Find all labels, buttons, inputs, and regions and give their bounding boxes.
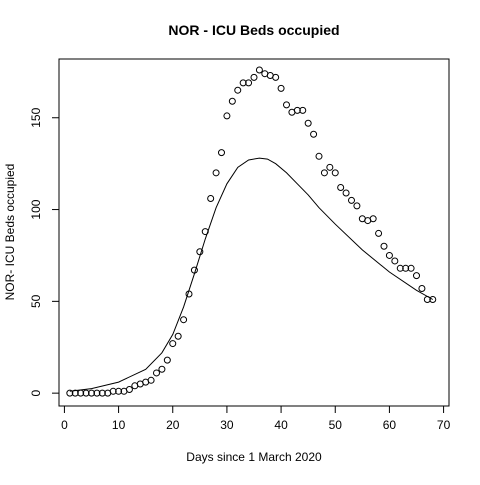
data-point (71, 389, 79, 397)
data-point (385, 251, 393, 259)
data-point (283, 101, 290, 109)
data-point (163, 356, 171, 364)
data-point (348, 196, 355, 204)
data-point (174, 332, 182, 340)
data-point (402, 264, 410, 272)
x-tick-label: 30 (220, 418, 234, 432)
data-point (115, 387, 123, 395)
data-point (66, 389, 74, 397)
data-point (326, 163, 334, 171)
data-point (396, 264, 404, 272)
data-point (315, 152, 323, 160)
data-point (342, 189, 350, 197)
data-point (125, 385, 133, 393)
data-points (66, 66, 437, 397)
data-point (228, 97, 236, 105)
data-point (293, 106, 301, 114)
data-point (180, 316, 188, 324)
data-point (418, 284, 426, 292)
x-tick-label: 20 (166, 418, 180, 432)
data-point (277, 84, 285, 92)
data-point (304, 119, 312, 127)
data-point (207, 195, 215, 203)
fitted-curve (69, 157, 434, 392)
data-point (158, 365, 166, 373)
data-point (153, 369, 160, 377)
data-point (234, 86, 242, 94)
data-point (109, 387, 117, 395)
x-tick-label: 10 (112, 418, 126, 432)
chart-title: NOR - ICU Beds occupied (168, 22, 339, 38)
data-point (88, 389, 95, 397)
data-point (185, 290, 193, 298)
data-point (391, 257, 399, 265)
data-point (423, 296, 431, 304)
data-point (223, 112, 231, 120)
data-point (299, 106, 307, 114)
data-point (369, 215, 377, 223)
data-point (255, 66, 263, 74)
y-tick-label: 100 (29, 199, 43, 219)
data-point (77, 389, 85, 397)
data-point (201, 228, 209, 236)
data-point (272, 73, 280, 81)
x-tick-label: 40 (274, 418, 288, 432)
x-axis-label: Days since 1 March 2020 (186, 450, 322, 464)
x-tick-label: 50 (329, 418, 343, 432)
x-tick-label: 0 (61, 418, 68, 432)
data-point (245, 79, 253, 87)
data-point (331, 169, 339, 177)
data-point (320, 169, 328, 177)
data-point (169, 340, 177, 348)
x-tick-label: 60 (383, 418, 397, 432)
data-point (98, 389, 106, 397)
data-point (212, 169, 220, 177)
data-point (147, 376, 155, 384)
data-point (337, 184, 345, 192)
y-axis-label: NOR- ICU Beds occupied (3, 164, 17, 301)
data-point (413, 272, 420, 280)
y-axis: 0 50 100 150 (29, 107, 60, 396)
data-point (82, 389, 90, 397)
y-tick-label: 50 (29, 294, 43, 308)
data-point (353, 202, 361, 210)
data-point (375, 229, 383, 237)
data-point (190, 266, 198, 274)
data-point (196, 248, 204, 256)
y-tick-label: 0 (29, 389, 43, 396)
data-point (250, 73, 258, 81)
x-tick-label: 70 (437, 418, 451, 432)
data-point (239, 79, 247, 87)
data-point (310, 130, 318, 138)
data-point (407, 264, 415, 272)
y-tick-label: 150 (29, 107, 43, 127)
x-axis: 0 10 20 30 40 50 60 70 (61, 405, 451, 432)
data-point (429, 296, 437, 304)
data-point (218, 149, 225, 157)
data-point (380, 242, 388, 250)
data-point (93, 389, 101, 397)
